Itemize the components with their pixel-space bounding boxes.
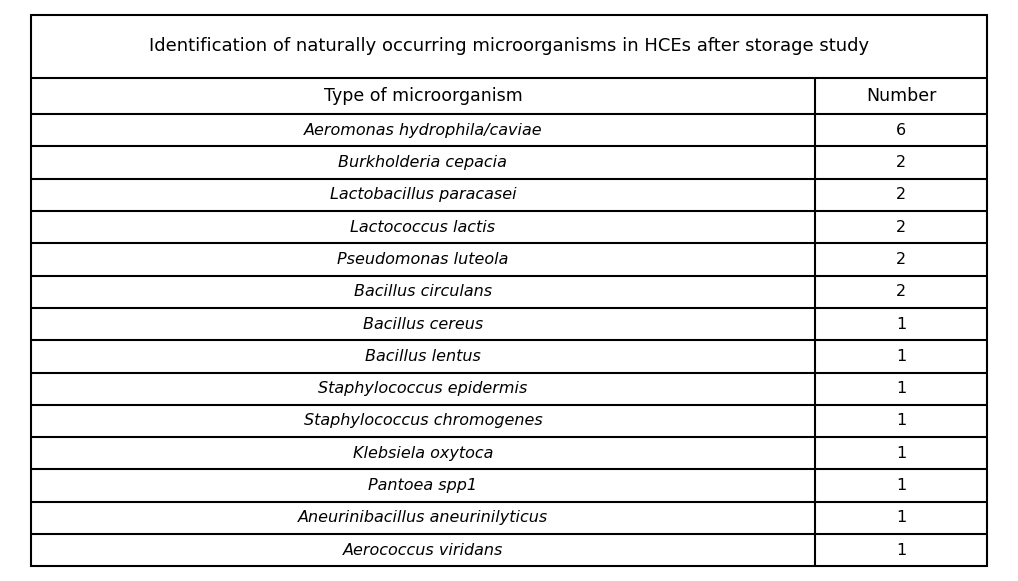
Text: Staphylococcus chromogenes: Staphylococcus chromogenes <box>303 414 543 429</box>
Text: Aerococcus viridans: Aerococcus viridans <box>343 543 503 558</box>
Text: 1: 1 <box>896 511 906 525</box>
Text: 2: 2 <box>896 252 906 267</box>
Text: 2: 2 <box>896 220 906 235</box>
Text: Bacillus circulans: Bacillus circulans <box>354 284 492 299</box>
Text: 1: 1 <box>896 349 906 364</box>
Text: Pseudomonas luteola: Pseudomonas luteola <box>337 252 509 267</box>
Text: 1: 1 <box>896 478 906 493</box>
Text: 1: 1 <box>896 317 906 332</box>
Text: 2: 2 <box>896 155 906 170</box>
Text: Lactobacillus paracasei: Lactobacillus paracasei <box>330 187 516 202</box>
Text: 1: 1 <box>896 446 906 461</box>
Text: Bacillus lentus: Bacillus lentus <box>364 349 480 364</box>
Text: Aeromonas hydrophila/caviae: Aeromonas hydrophila/caviae <box>303 123 543 138</box>
Text: 1: 1 <box>896 543 906 558</box>
Text: Staphylococcus epidermis: Staphylococcus epidermis <box>319 381 527 396</box>
Text: Lactococcus lactis: Lactococcus lactis <box>350 220 496 235</box>
Text: Type of microorganism: Type of microorganism <box>324 87 522 105</box>
Text: Pantoea spp1: Pantoea spp1 <box>369 478 477 493</box>
Text: 1: 1 <box>896 414 906 429</box>
Text: Bacillus cereus: Bacillus cereus <box>362 317 483 332</box>
Text: 1: 1 <box>896 381 906 396</box>
Text: Aneurinibacillus aneurinilyticus: Aneurinibacillus aneurinilyticus <box>297 511 548 525</box>
Text: 6: 6 <box>896 123 906 138</box>
Text: 2: 2 <box>896 284 906 299</box>
Text: 2: 2 <box>896 187 906 202</box>
Text: Identification of naturally occurring microorganisms in HCEs after storage study: Identification of naturally occurring mi… <box>149 37 869 55</box>
Text: Burkholderia cepacia: Burkholderia cepacia <box>338 155 507 170</box>
Text: Number: Number <box>866 87 937 105</box>
Text: Klebsiela oxytoca: Klebsiela oxytoca <box>352 446 493 461</box>
